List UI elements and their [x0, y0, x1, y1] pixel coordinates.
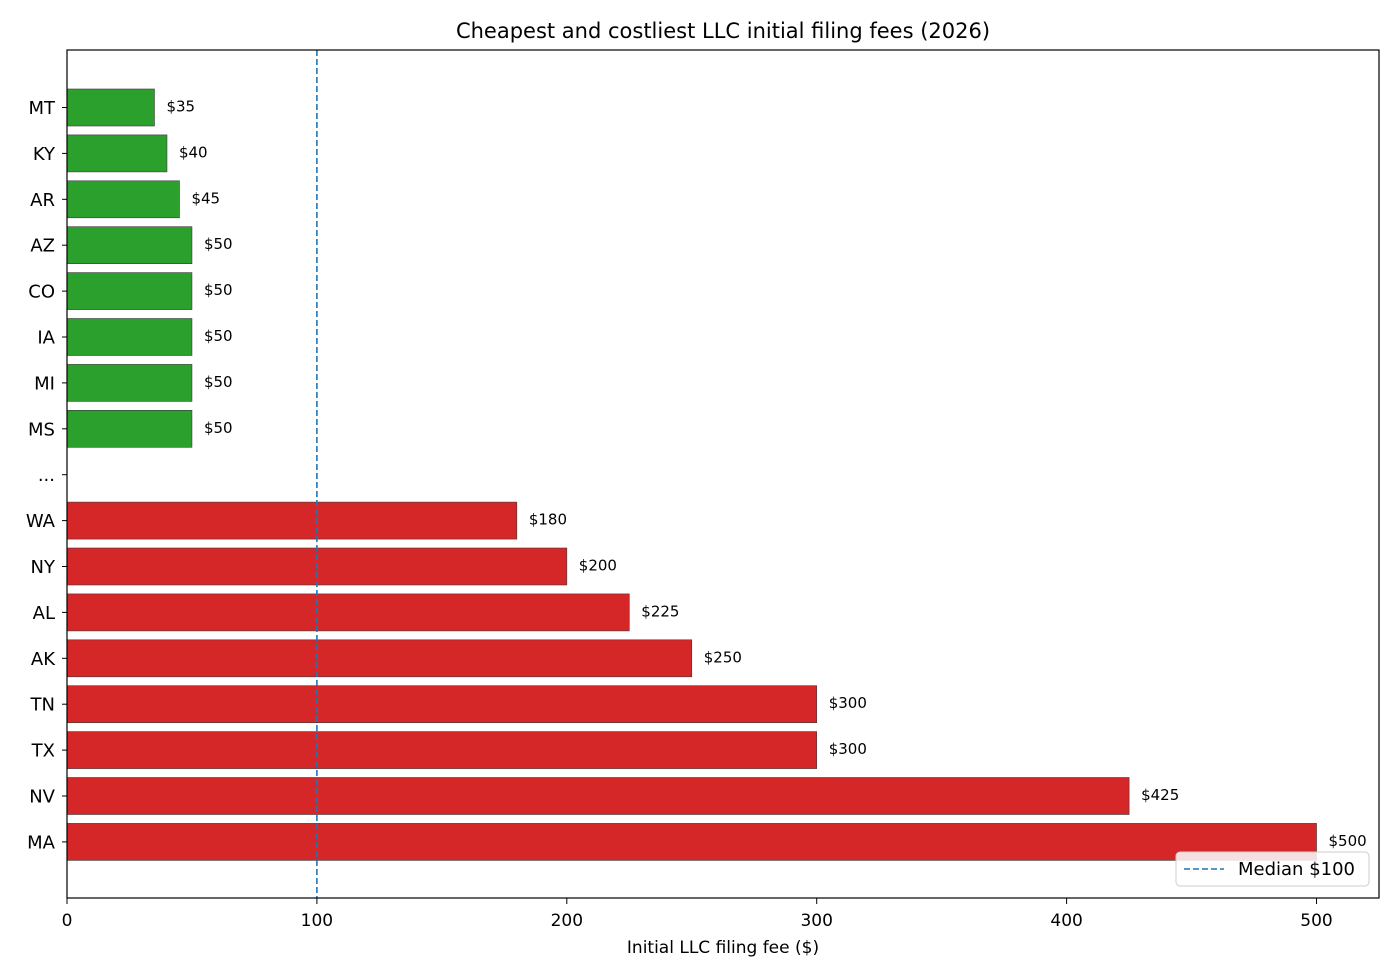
y-tick-label: AZ — [30, 236, 55, 257]
y-tick-label: IA — [37, 328, 55, 349]
data-label-ia: $50 — [204, 327, 233, 345]
legend: Median $100 — [1175, 851, 1370, 887]
data-label-ms: $50 — [204, 419, 233, 437]
data-label-ny: $200 — [579, 557, 617, 575]
bar-ia — [66, 318, 193, 356]
x-tick-label: 0 — [62, 911, 73, 931]
y-tick-label: TX — [31, 741, 55, 762]
bar-tn — [66, 685, 818, 724]
x-tick-label: 400 — [1050, 911, 1082, 931]
bar-al — [66, 593, 630, 632]
data-label-al: $225 — [641, 602, 679, 620]
bar-ma — [66, 823, 1317, 861]
bar-wa — [66, 501, 518, 540]
y-tick-label: AL — [33, 603, 55, 624]
bar-ky — [66, 134, 168, 173]
bar-nv — [66, 777, 1130, 815]
x-axis: 0 100 200 300 400 500 — [62, 898, 1333, 931]
bar-mt — [66, 88, 155, 127]
plot-frame — [66, 49, 1380, 899]
y-tick-label: MI — [34, 373, 55, 394]
data-label-ky: $40 — [179, 143, 208, 161]
y-tick-label: WA — [26, 511, 56, 532]
data-label-tx: $300 — [829, 740, 867, 758]
y-tick-label: AR — [30, 190, 55, 211]
y-tick-label: CO — [28, 282, 55, 303]
y-tick-label: MT — [28, 98, 56, 119]
x-tick-label: 100 — [301, 911, 333, 931]
bar-tx — [66, 731, 818, 769]
y-tick-label: KY — [33, 144, 56, 165]
y-tick-label: NY — [31, 557, 56, 578]
x-axis-label: Initial LLC filing fee ($) — [627, 938, 819, 958]
data-label-mi: $50 — [204, 373, 233, 391]
bar-mi — [66, 364, 193, 402]
legend-median-label: Median $100 — [1238, 859, 1355, 880]
data-label-co: $50 — [204, 281, 233, 299]
data-label-az: $50 — [204, 235, 233, 253]
data-label-tn: $300 — [829, 694, 867, 712]
chart-title: Cheapest and costliest LLC initial filin… — [456, 19, 990, 43]
bar-ak — [66, 639, 693, 678]
legend-box — [1175, 851, 1370, 887]
y-tick-label: MA — [27, 832, 56, 853]
data-label-ma: $500 — [1329, 832, 1367, 850]
bar-co — [66, 272, 193, 310]
x-tick-label: 500 — [1300, 911, 1332, 931]
y-axis: MT KY AR AZ CO IA MI MS... WA NY AL AK TN TX NV MA — [26, 98, 67, 853]
y-tick-label: MS — [28, 419, 55, 440]
bar-az — [66, 226, 193, 264]
x-tick-label: 300 — [800, 911, 832, 931]
bar-ms — [66, 409, 193, 448]
data-label-mt: $35 — [166, 98, 195, 116]
data-label-nv: $425 — [1141, 786, 1179, 804]
x-tick-label: 200 — [551, 911, 583, 931]
y-tick-label: AK — [31, 649, 56, 670]
data-label-ar: $45 — [191, 189, 220, 207]
y-tick-label: ... — [38, 465, 55, 486]
y-tick-label: TN — [30, 695, 55, 716]
y-tick-label: NV — [29, 787, 55, 808]
data-label-wa: $180 — [529, 511, 567, 529]
data-label-ak: $250 — [704, 648, 742, 666]
bars-group: $35 $40 $45 $50 $50 $50 $50 $50 $180 $200 $225 $250… — [66, 88, 1367, 861]
bar-ar — [66, 180, 180, 219]
